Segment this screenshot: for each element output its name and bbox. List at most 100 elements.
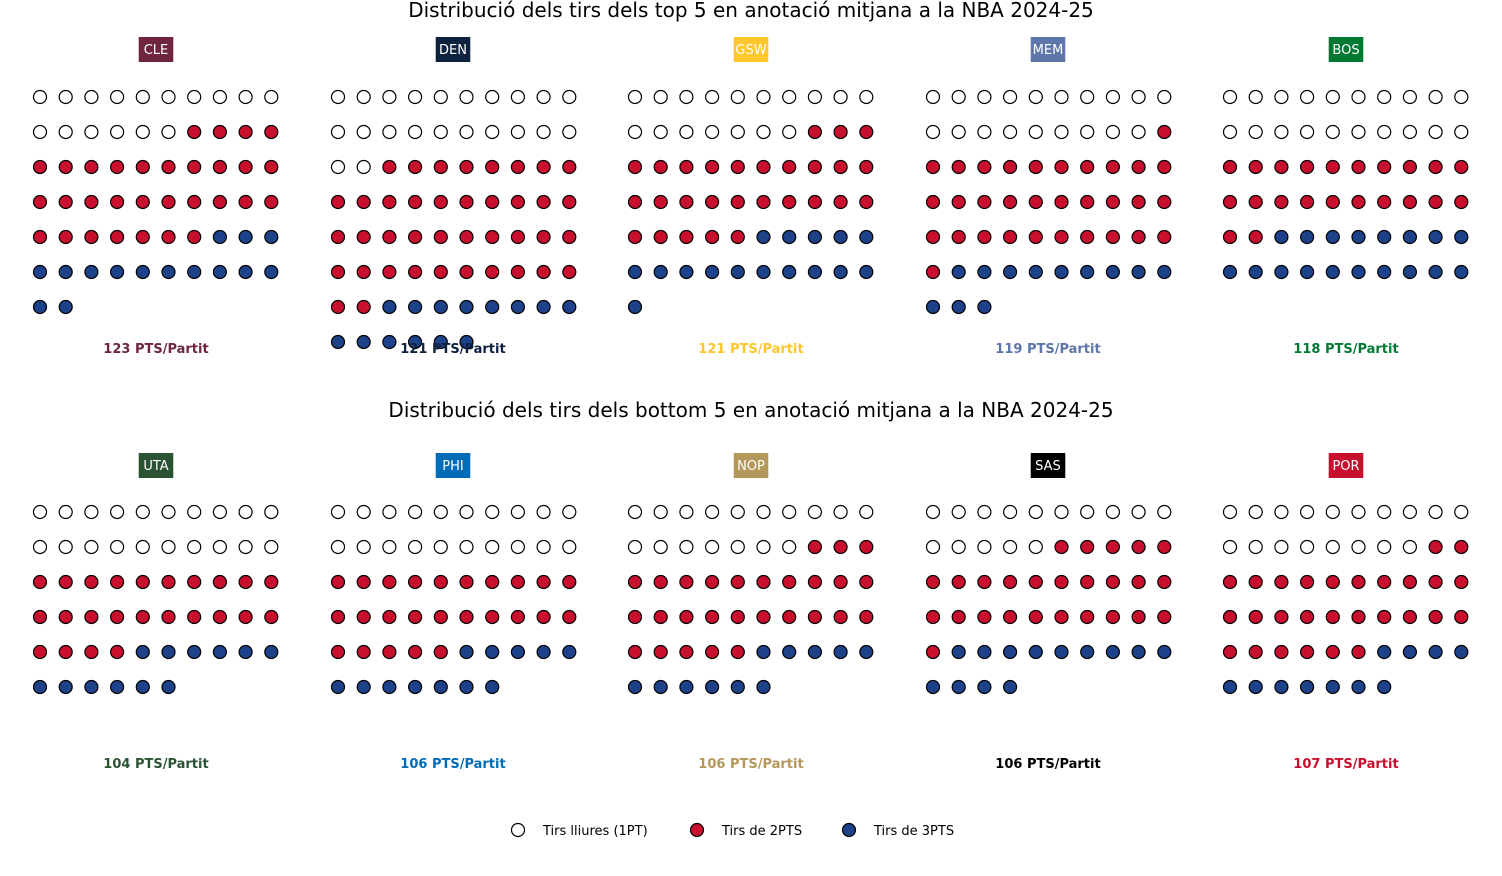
- dot-2pt: [653, 644, 668, 660]
- dot-2pt: [1248, 194, 1263, 210]
- dot-2pt: [408, 644, 423, 660]
- dot-ft: [704, 504, 720, 520]
- dot-3pt: [627, 679, 643, 695]
- dot-2pt: [510, 264, 526, 280]
- dot-ft: [408, 89, 423, 105]
- chart-sections: Distribució dels tirs dels top 5 en anot…: [32, 0, 1469, 772]
- dot-3pt: [382, 679, 397, 695]
- dot-2pt: [1377, 574, 1392, 590]
- dot-2pt: [1105, 539, 1121, 555]
- dot-ft: [32, 124, 48, 140]
- dot-3pt: [485, 644, 500, 660]
- dot-2pt: [704, 574, 720, 590]
- dot-ft: [32, 504, 48, 520]
- dot-ft: [833, 89, 848, 105]
- dot-2pt: [1080, 194, 1095, 210]
- dot-2pt: [433, 574, 448, 590]
- dot-3pt: [1299, 264, 1315, 280]
- dot-3pt: [1002, 679, 1018, 695]
- dot-2pt: [562, 609, 577, 625]
- dot-2pt: [925, 194, 941, 210]
- dot-ft: [1402, 539, 1418, 555]
- dot-2pt: [833, 124, 848, 140]
- dot-2pt: [433, 229, 448, 245]
- dot-2pt: [109, 644, 125, 660]
- dot-ft: [356, 504, 371, 520]
- dot-ft: [1222, 539, 1238, 555]
- dot-ft: [1028, 89, 1043, 105]
- dot-ft: [1105, 124, 1121, 140]
- dot-2pt: [433, 264, 448, 280]
- dot-ft: [1377, 504, 1392, 520]
- team-abbreviation: MEM: [1033, 43, 1064, 58]
- dot-ft: [1002, 124, 1018, 140]
- dot-3pt: [135, 264, 150, 280]
- dot-ft: [1454, 504, 1469, 520]
- points-per-game-label: 118 PTS/Partit: [1293, 342, 1398, 357]
- dot-2pt: [1222, 609, 1238, 625]
- team-badge: [138, 37, 174, 62]
- dot-ft: [510, 124, 526, 140]
- dot-2pt: [1131, 229, 1146, 245]
- dot-3pt: [782, 229, 797, 245]
- legend: Tirs lliures (1PT) Tirs de 2PTS Tirs de …: [510, 822, 954, 839]
- dot-3pt: [459, 299, 474, 315]
- dot-3pt: [408, 299, 423, 315]
- dot-2pt: [187, 124, 202, 140]
- dot-ft: [679, 89, 694, 105]
- dot-2pt: [1054, 574, 1069, 590]
- dot-2pt: [653, 574, 668, 590]
- dot-2pt: [1157, 609, 1172, 625]
- dot-ft: [1054, 89, 1069, 105]
- dot-2pt: [679, 194, 694, 210]
- dot-3pt: [807, 229, 823, 245]
- dot-2pt: [1248, 574, 1263, 590]
- dot-3pt: [32, 264, 48, 280]
- dot-ft: [135, 504, 150, 520]
- dot-2pt: [704, 644, 720, 660]
- dot-3pt: [1274, 264, 1289, 280]
- dot-ft: [562, 539, 577, 555]
- dot-3pt: [1351, 264, 1366, 280]
- dot-3pt: [833, 229, 848, 245]
- dot-ft: [536, 539, 551, 555]
- dot-2pt: [925, 609, 941, 625]
- dot-3pt: [977, 644, 992, 660]
- dot-2pt: [653, 229, 668, 245]
- dot-3pt: [1222, 679, 1238, 695]
- dot-2pt: [459, 194, 474, 210]
- dot-2pt: [84, 574, 99, 590]
- dot-2pt: [212, 609, 227, 625]
- dot-2pt: [1428, 609, 1443, 625]
- dot-ft: [459, 504, 474, 520]
- dot-2pt: [1131, 574, 1146, 590]
- dot-ft: [977, 89, 992, 105]
- dot-2pt: [187, 229, 202, 245]
- dot-3pt: [1428, 229, 1443, 245]
- dot-2pt: [264, 574, 279, 590]
- dot-2pt: [1080, 574, 1095, 590]
- dot-ft: [238, 89, 253, 105]
- dot-3pt: [58, 299, 73, 315]
- team-badge: [1030, 37, 1066, 62]
- dot-2pt: [782, 194, 797, 210]
- dot-ft: [382, 539, 397, 555]
- dot-2pt: [1248, 609, 1263, 625]
- dot-ft: [510, 539, 526, 555]
- dot-2pt: [382, 609, 397, 625]
- dot-ft: [1248, 89, 1263, 105]
- dot-ft: [433, 124, 448, 140]
- dot-2pt: [807, 609, 823, 625]
- dot-ft: [1274, 504, 1289, 520]
- dot-3pt: [1325, 264, 1340, 280]
- dot-2pt: [782, 609, 797, 625]
- dot-ft: [704, 124, 720, 140]
- dot-ft: [782, 539, 797, 555]
- dot-2pt: [135, 159, 150, 175]
- dot-ft: [1002, 504, 1018, 520]
- dot-ft: [1351, 539, 1366, 555]
- dot-ft: [653, 539, 668, 555]
- dot-2pt: [161, 229, 176, 245]
- dot-3pt: [704, 264, 720, 280]
- dot-2pt: [627, 644, 643, 660]
